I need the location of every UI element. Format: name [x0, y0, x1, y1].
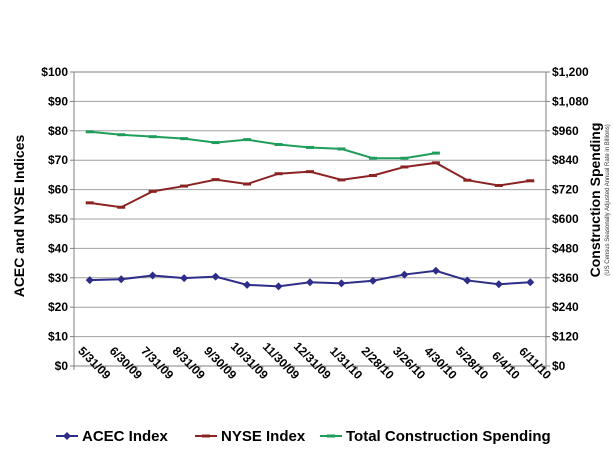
series-nyse-index — [85, 161, 535, 209]
y-tick-label: $10 — [48, 330, 68, 344]
x-tick-label: 4/30/10 — [421, 344, 459, 382]
legend-item: ACEC Index — [56, 428, 169, 445]
series-acec-index — [85, 266, 535, 291]
y2-tick-label: $360 — [552, 271, 579, 285]
y-tick-label: $20 — [48, 300, 68, 314]
data-point — [494, 183, 503, 187]
gridlines — [74, 71, 546, 367]
series-total-construction-spending — [85, 130, 440, 160]
data-point — [148, 271, 157, 280]
data-point — [274, 143, 283, 147]
y-tick-label: $90 — [48, 94, 68, 108]
y2-axis-note: (US Census Seasonally Adjusted Annual Ra… — [605, 124, 611, 275]
x-tick-label: 6/11/10 — [516, 344, 554, 382]
legend-label: Total Construction Spending — [346, 428, 551, 445]
data-point — [211, 178, 220, 182]
y2-tick-label: $1,080 — [552, 94, 589, 108]
y-tick-label: $30 — [48, 271, 68, 285]
data-point — [85, 201, 94, 205]
data-point — [211, 141, 220, 145]
data-point — [327, 434, 335, 438]
data-point — [243, 280, 252, 289]
y2-tick-label: $480 — [552, 241, 579, 255]
data-point — [85, 276, 94, 285]
data-point — [85, 130, 94, 134]
data-point — [526, 278, 535, 287]
y2-axis-title: Construction Spending — [587, 123, 603, 278]
x-tick-label: 2/28/10 — [358, 344, 396, 382]
data-point — [337, 279, 346, 288]
y-tick-label: $40 — [48, 241, 68, 255]
y-tick-label: $60 — [48, 183, 68, 197]
legend-label: ACEC Index — [82, 428, 169, 445]
data-point — [368, 156, 377, 160]
data-point — [243, 138, 252, 142]
data-point — [431, 151, 440, 155]
data-point — [148, 135, 157, 139]
data-point — [202, 434, 210, 438]
x-tick-label: 8/31/09 — [170, 344, 208, 382]
y-tick-label: $50 — [48, 212, 68, 226]
series-line — [89, 130, 437, 160]
data-point — [463, 276, 472, 285]
data-point — [463, 178, 472, 182]
data-point — [117, 205, 126, 209]
data-point — [117, 133, 126, 137]
y-tick-label: $80 — [48, 124, 68, 138]
data-point — [63, 432, 71, 440]
series-line — [89, 161, 531, 209]
legend-item: NYSE Index — [195, 428, 306, 445]
data-point — [431, 161, 440, 165]
series-layer — [85, 130, 535, 291]
data-point — [306, 170, 314, 174]
data-point — [180, 184, 189, 188]
data-point — [274, 172, 283, 176]
data-point — [400, 270, 409, 279]
y2-tick-label: $600 — [552, 212, 579, 226]
y2-tick-label: $0 — [552, 359, 566, 373]
data-point — [274, 282, 283, 291]
y2-tick-label: $1,200 — [552, 65, 589, 79]
data-point — [400, 156, 409, 160]
x-tick-label: 5/31/09 — [75, 344, 113, 382]
y2-tick-label: $240 — [552, 300, 579, 314]
y-tick-label: $0 — [55, 359, 69, 373]
legend: ACEC Index NYSE Index Total Construction S… — [56, 428, 551, 445]
data-point — [148, 189, 157, 193]
y2-tick-label: $720 — [552, 183, 579, 197]
data-point — [368, 173, 377, 177]
left-axis-ticks: $0 $10 $20 $30 $40 $50 $60 $70 $80 $90 $100 — [41, 65, 74, 373]
y2-tick-label: $840 — [552, 153, 579, 167]
data-point — [400, 165, 409, 169]
data-point — [306, 278, 314, 287]
data-point — [368, 276, 377, 285]
data-point — [117, 275, 126, 284]
data-point — [337, 147, 346, 151]
y2-tick-label: $960 — [552, 124, 579, 138]
data-point — [526, 179, 535, 183]
data-point — [306, 145, 314, 149]
x-tick-label: 6/30/09 — [107, 344, 145, 382]
legend-label: NYSE Index — [221, 428, 306, 445]
right-axis-ticks: $0 $120 $240 $360 $480 $600 $720 $840 $960 $1,080… — [546, 65, 589, 373]
data-point — [180, 274, 189, 283]
data-point — [494, 280, 503, 289]
y-tick-label: $100 — [41, 65, 68, 79]
y2-tick-label: $120 — [552, 330, 579, 344]
data-point — [211, 272, 220, 281]
y-tick-label: $70 — [48, 153, 68, 167]
x-tick-label: 1/31/10 — [327, 344, 365, 382]
y-axis-title: ACEC and NYSE Indices — [11, 134, 27, 297]
data-point — [337, 178, 346, 182]
x-tick-label: 3/26/10 — [390, 344, 428, 382]
data-point — [431, 266, 440, 275]
legend-item: Total Construction Spending — [320, 428, 551, 445]
x-tick-label: 5/28/10 — [453, 344, 491, 382]
x-tick-label: 7/31/09 — [138, 344, 176, 382]
x-axis-ticks: 5/31/096/30/097/31/098/31/099/30/0910/31… — [73, 339, 554, 382]
data-point — [243, 182, 252, 186]
data-point — [180, 137, 189, 141]
